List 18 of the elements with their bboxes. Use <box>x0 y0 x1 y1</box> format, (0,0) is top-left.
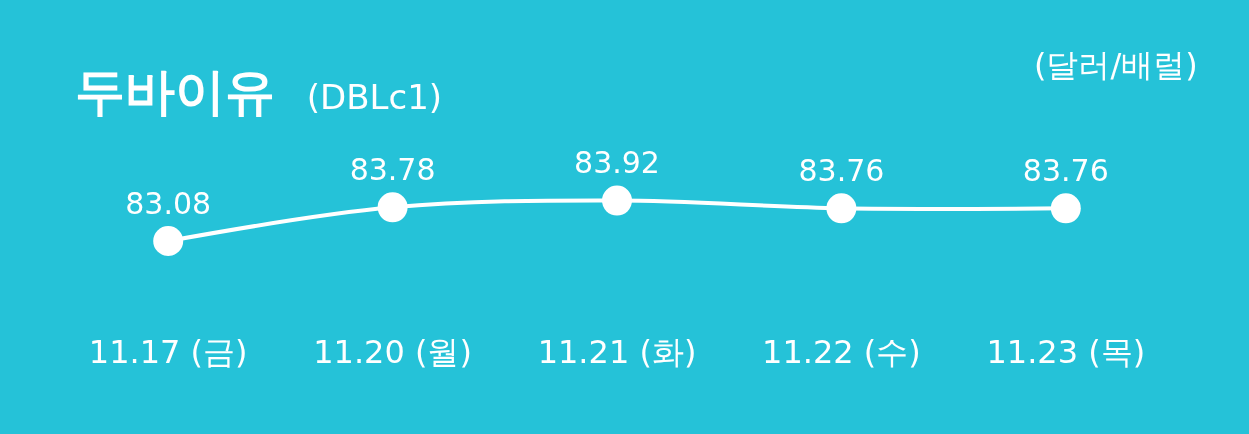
chart-title: 두바이유 <box>74 62 275 121</box>
data-label: 83.78 <box>349 152 436 188</box>
data-label: 83.08 <box>125 185 212 221</box>
point <box>153 226 184 256</box>
point <box>826 193 857 224</box>
x-tick-label: 11.23 (목) <box>986 333 1146 371</box>
x-tick-label: 11.17 (금) <box>88 333 248 371</box>
x-tick-label: 11.20 (월) <box>313 333 472 371</box>
text: (달러/배럴) <box>1034 46 1198 84</box>
x-tick-label: 11.22 (수) <box>762 333 921 371</box>
point <box>1050 193 1081 224</box>
chart-subtitle: (DBLc1) <box>306 76 443 117</box>
data-label: 83.92 <box>574 145 660 181</box>
point <box>602 185 632 216</box>
data-label: 83.76 <box>1022 153 1109 189</box>
data-label: 83.76 <box>798 153 885 189</box>
point <box>377 192 408 223</box>
x-tick-label: 11.21 (화) <box>537 333 697 371</box>
